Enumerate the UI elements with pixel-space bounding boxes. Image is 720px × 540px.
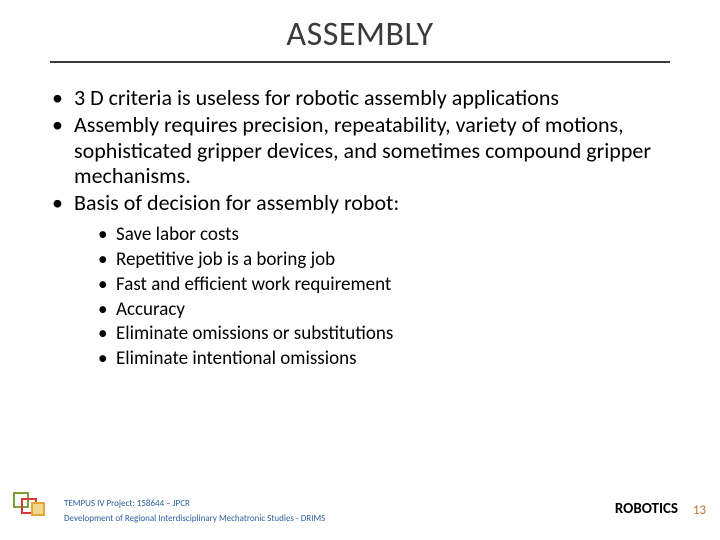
footer: TEMPUS IV Project: 158644 – JPCR Develop…	[0, 490, 720, 530]
bullet-list: 3 D criteria is useless for robotic asse…	[52, 85, 680, 215]
footer-text: TEMPUS IV Project: 158644 – JPCR Develop…	[64, 497, 325, 526]
footer-line-1: TEMPUS IV Project: 158644 – JPCR	[64, 497, 325, 511]
sub-bullet-item: Eliminate omissions or substitutions	[98, 322, 680, 347]
bullet-item: 3 D criteria is useless for robotic asse…	[52, 85, 680, 110]
bullet-item: Assembly requires precision, repeatabili…	[52, 112, 680, 188]
slide: ASSEMBLY 3 D criteria is useless for rob…	[0, 0, 720, 540]
content-area: 3 D criteria is useless for robotic asse…	[0, 63, 720, 372]
sub-bullet-item: Eliminate intentional omissions	[98, 347, 680, 372]
footer-right-label: ROBOTICS	[615, 500, 678, 518]
logo-icon	[12, 489, 52, 524]
page-number: 13	[693, 503, 706, 518]
sub-bullet-list: Save labor costs Repetitive job is a bor…	[98, 223, 680, 371]
sub-bullet-item: Save labor costs	[98, 223, 680, 248]
slide-title: ASSEMBLY	[0, 0, 720, 55]
sub-bullet-item: Fast and efficient work requirement	[98, 273, 680, 298]
sub-bullet-item: Repetitive job is a boring job	[98, 248, 680, 273]
bullet-item: Basis of decision for assembly robot:	[52, 190, 680, 215]
sub-bullet-item: Accuracy	[98, 298, 680, 323]
footer-line-2: Development of Regional Interdisciplinar…	[64, 512, 325, 526]
